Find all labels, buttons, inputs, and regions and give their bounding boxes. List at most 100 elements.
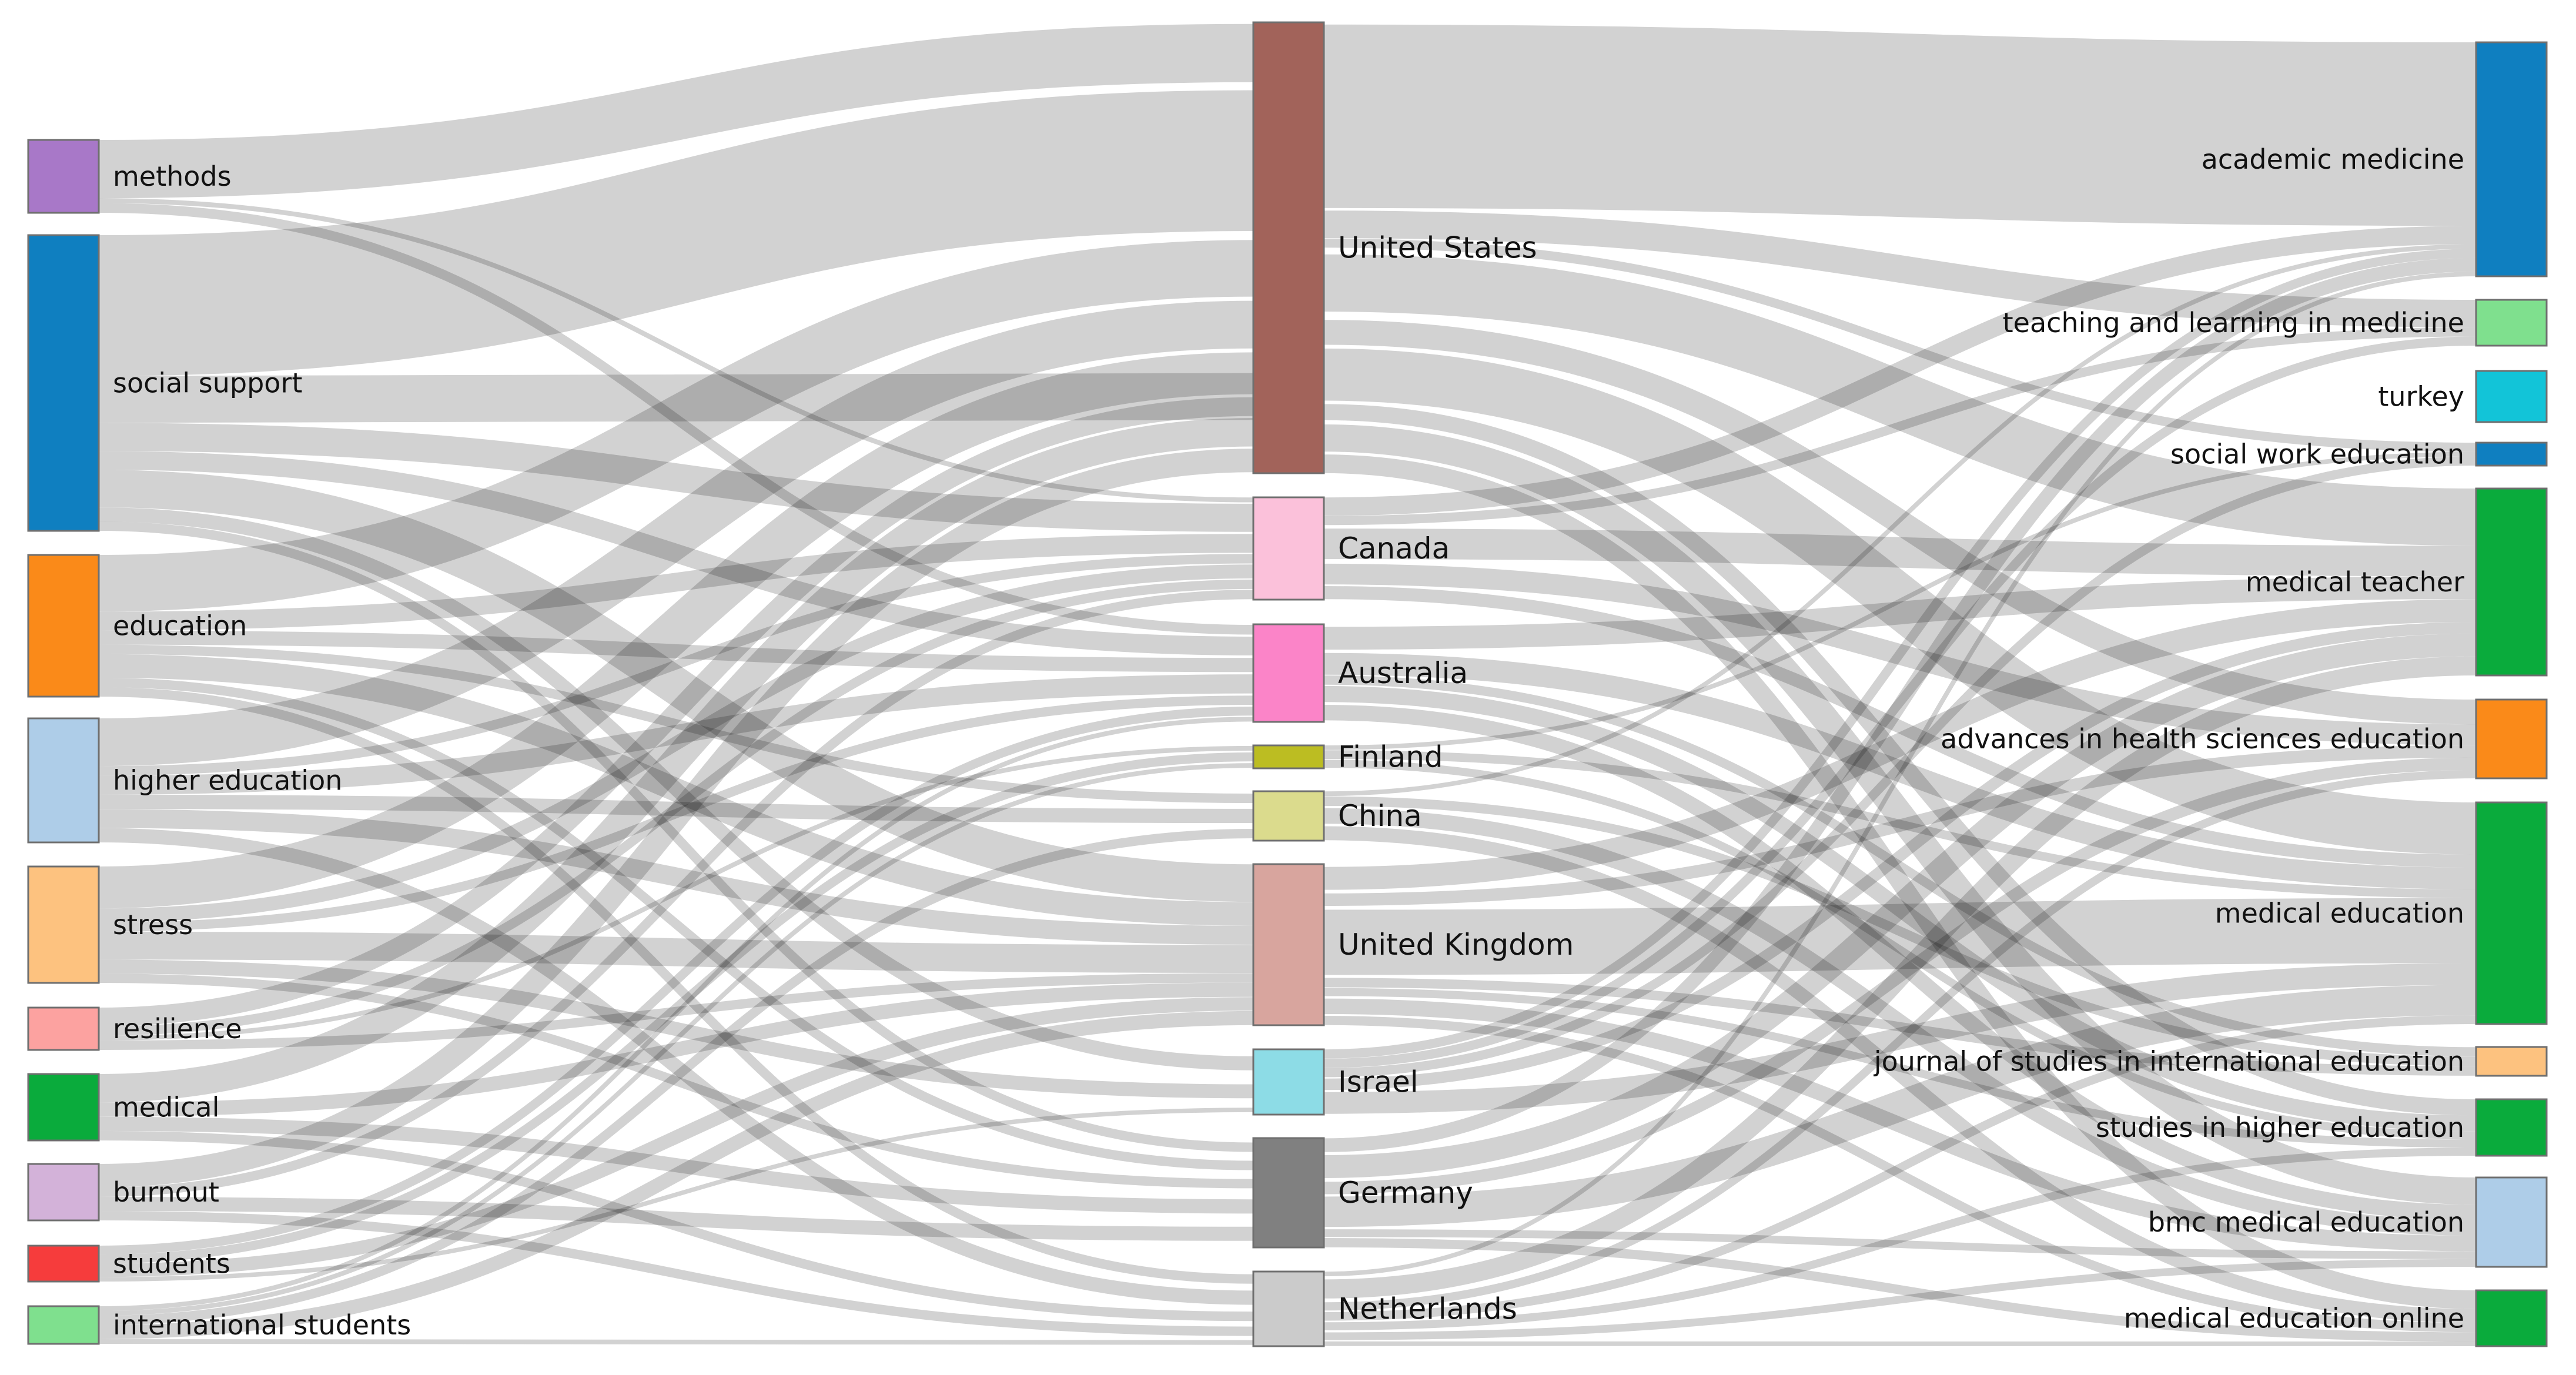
label-canada: Canada (1338, 531, 1450, 566)
flow-netherlands-to-academic-medicine (1323, 272, 2477, 1277)
flow-methods-to-united-states (98, 24, 1254, 199)
flow-stress-to-united-kingdom (98, 931, 1254, 973)
flow-germany-to-medical-education (1323, 985, 2477, 1227)
label-bmc-medical-education: bmc medical education (2148, 1206, 2464, 1238)
node-resilience[interactable] (27, 1006, 100, 1051)
label-academic-medicine: academic medicine (2202, 143, 2464, 175)
label-social-work-education: social work education (2170, 439, 2464, 470)
flows-keywords-to-countries (98, 24, 1254, 1345)
flow-students-to-australia (98, 706, 1254, 1255)
node-methods[interactable] (27, 139, 100, 214)
label-advances-hse: advances in health sciences education (1941, 723, 2464, 755)
flow-israel-to-medical-teacher (1323, 622, 2477, 1090)
label-medical-teacher: medical teacher (2246, 566, 2464, 598)
flow-stress-to-united-states (98, 352, 1254, 909)
node-germany[interactable] (1252, 1137, 1325, 1249)
node-burnout[interactable] (27, 1163, 100, 1222)
node-united-kingdom[interactable] (1252, 863, 1325, 1026)
node-medical[interactable] (27, 1073, 100, 1142)
flow-students-to-finland (98, 752, 1254, 1264)
label-china: China (1338, 799, 1422, 833)
node-china[interactable] (1252, 790, 1325, 842)
flow-resilience-to-united-states (98, 397, 1254, 1026)
flow-israel-to-academic-medicine (1323, 249, 2477, 1059)
node-medical-teacher[interactable] (2475, 487, 2548, 677)
flow-germany-to-bmc-medical-education (1323, 1229, 2477, 1259)
flow-international-students-to-netherlands (98, 1339, 1254, 1345)
label-turkey: turkey (2378, 381, 2464, 413)
label-burnout: burnout (113, 1176, 219, 1208)
node-social-support[interactable] (27, 234, 100, 532)
flow-united-states-to-medical-education-online (1323, 454, 2477, 1309)
flow-higher-education-to-united-kingdom (98, 809, 1254, 945)
label-teaching-learning: teaching and learning in medicine (2003, 307, 2464, 339)
node-united-states[interactable] (1252, 21, 1325, 474)
flow-united-kingdom-to-medical-teacher (1323, 599, 2477, 890)
node-finland[interactable] (1252, 744, 1325, 770)
label-stress: stress (113, 909, 193, 941)
label-australia: Australia (1338, 656, 1468, 690)
flow-united-states-to-academic-medicine (1323, 24, 2477, 226)
label-united-states: United States (1338, 231, 1537, 265)
flow-burnout-to-canada (98, 590, 1254, 1197)
flow-burnout-to-united-states (98, 449, 1254, 1187)
flow-social-support-to-united-states (98, 90, 1254, 376)
flow-united-kingdom-to-jsie (1323, 978, 2477, 1076)
node-higher-education[interactable] (27, 717, 100, 844)
node-israel[interactable] (1252, 1048, 1325, 1116)
flow-canada-to-teaching-learning (1323, 327, 2477, 526)
flow-finland-to-social-work-education (1323, 451, 2477, 750)
flow-burnout-to-netherlands (98, 1211, 1254, 1336)
flow-united-kingdom-to-advances-hse (1323, 745, 2477, 906)
node-australia[interactable] (1252, 623, 1325, 723)
label-medical-education-online: medical education online (2124, 1303, 2464, 1334)
flow-china-to-academic-medicine (1323, 244, 2477, 797)
flow-international-students-to-united-kingdom (98, 1011, 1254, 1339)
node-medical-education[interactable] (2475, 801, 2548, 1025)
flow-netherlands-to-advances-hse (1323, 770, 2477, 1311)
flow-medical-to-united-states (98, 418, 1254, 1103)
node-advances-hse[interactable] (2475, 698, 2548, 779)
flow-education-to-united-states (98, 240, 1254, 612)
flow-united-kingdom-to-medical-education (1323, 898, 2477, 975)
flow-netherlands-to-medical-education (1323, 1015, 2477, 1321)
flow-burnout-to-germany (98, 1197, 1254, 1241)
flow-canada-to-medical-teacher (1323, 528, 2477, 577)
label-social-support: social support (113, 367, 302, 399)
flow-china-to-bmc-medical-education (1323, 808, 2477, 1236)
node-jsie[interactable] (2475, 1046, 2548, 1077)
label-higher-education: higher education (113, 765, 342, 797)
node-academic-medicine[interactable] (2475, 41, 2548, 277)
flow-international-students-to-finland (98, 763, 1254, 1316)
node-stress[interactable] (27, 865, 100, 984)
flow-students-to-israel (98, 1108, 1254, 1282)
node-medical-education-online[interactable] (2475, 1289, 2548, 1347)
label-education: education (113, 610, 247, 642)
node-canada[interactable] (1252, 496, 1325, 601)
flow-education-to-united-kingdom (98, 654, 1254, 926)
label-jsie: journal of studies in international educ… (1874, 1046, 2464, 1078)
node-turkey[interactable] (2475, 370, 2548, 423)
node-studies-higher-education[interactable] (2475, 1098, 2548, 1157)
node-students[interactable] (27, 1244, 100, 1283)
label-medical: medical (113, 1092, 219, 1123)
flow-germany-to-academic-medicine (1323, 257, 2477, 1152)
flow-higher-education-to-australia (98, 674, 1254, 795)
node-education[interactable] (27, 554, 100, 698)
flow-medical-to-netherlands (98, 1130, 1254, 1322)
node-international-students[interactable] (27, 1305, 100, 1345)
flow-international-students-to-china (98, 829, 1254, 1325)
flow-international-students-to-australia (98, 717, 1254, 1311)
label-studies-higher-education: studies in higher education (2096, 1112, 2464, 1143)
flow-students-to-united-kingdom (98, 997, 1254, 1277)
node-bmc-medical-education[interactable] (2475, 1176, 2548, 1268)
label-germany: Germany (1338, 1176, 1473, 1210)
flow-united-states-to-social-work-education (1323, 238, 2477, 452)
node-netherlands[interactable] (1252, 1270, 1325, 1347)
label-finland: Finland (1338, 740, 1443, 774)
flow-social-support-to-united-kingdom (98, 470, 1254, 902)
label-israel: Israel (1338, 1065, 1419, 1099)
node-teaching-learning[interactable] (2475, 299, 2548, 347)
node-social-work-education[interactable] (2475, 441, 2548, 467)
flow-netherlands-to-studies-higher-education (1323, 1147, 2477, 1330)
